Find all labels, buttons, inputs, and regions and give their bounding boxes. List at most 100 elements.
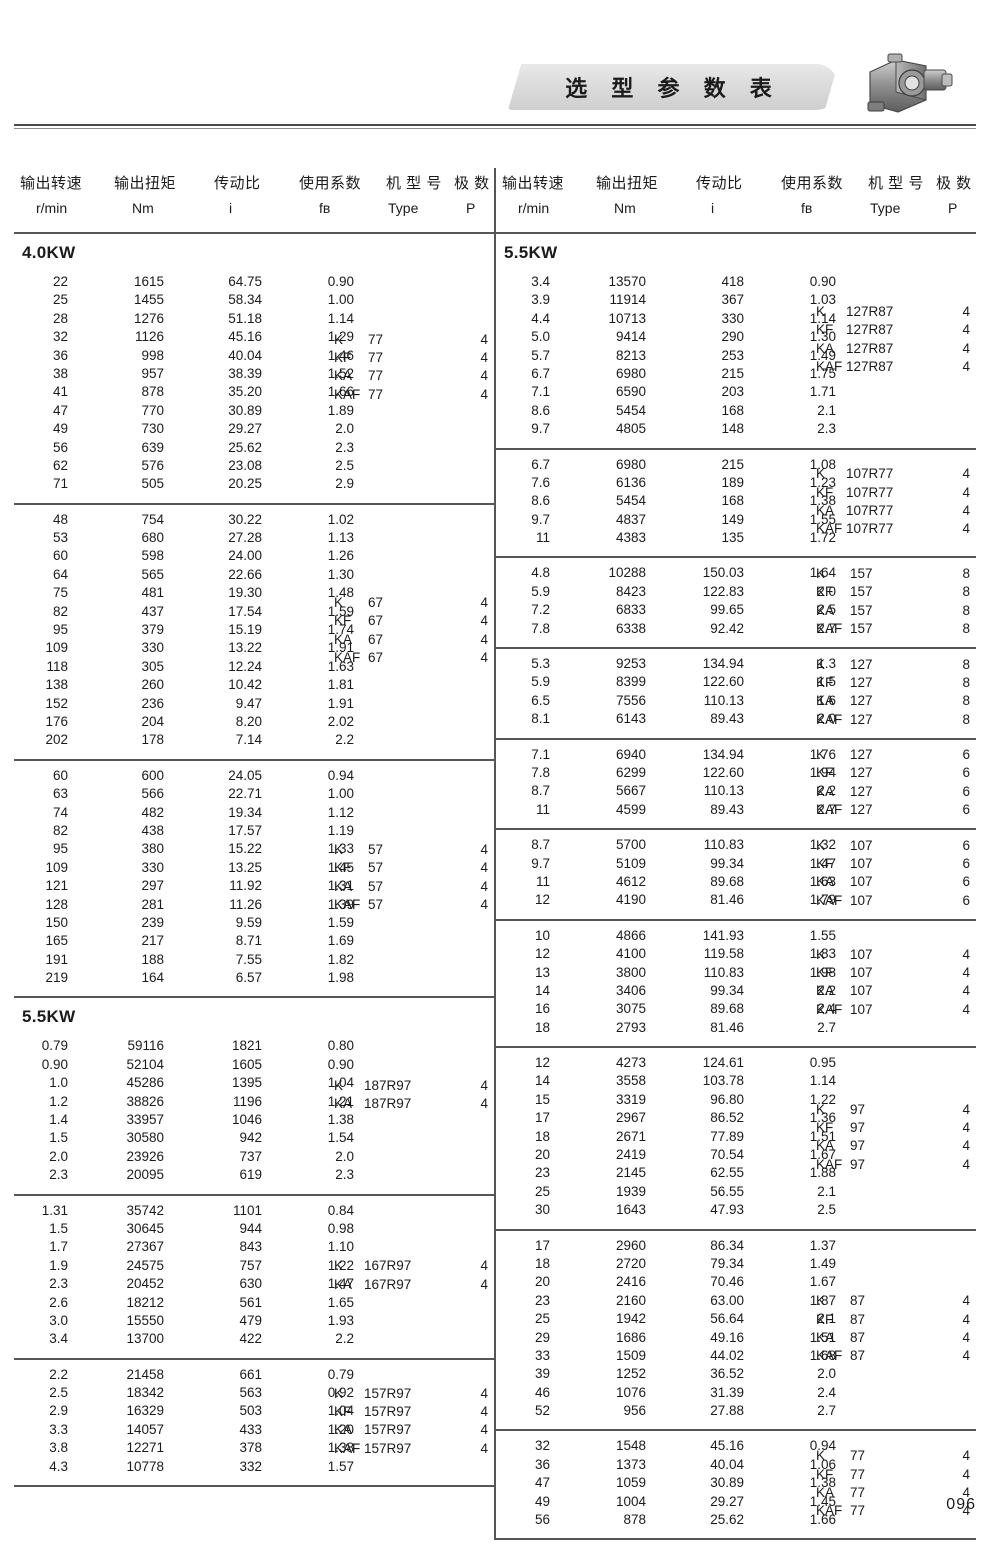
type-row: K 127R87 4 — [816, 304, 976, 322]
cell-rpm: 18 — [534, 1255, 550, 1271]
cell-fb: 1.83 — [809, 946, 836, 962]
type-prefix: K — [334, 331, 344, 347]
cell-nm: 3319 — [615, 1091, 646, 1107]
cell-rpm: 33 — [534, 1347, 550, 1363]
cell-i: 96.80 — [710, 1091, 744, 1107]
cell-fb: 1.48 — [327, 585, 354, 601]
pole-count: 6 — [962, 837, 970, 853]
table-row: 1.5 30645 944 0.98 — [14, 1221, 494, 1239]
table-row: 39 1252 36.52 2.0 — [496, 1366, 976, 1384]
cell-rpm: 7.6 — [531, 474, 550, 490]
type-row: KAF 127 8 — [816, 712, 976, 730]
cell-fb: 1.52 — [327, 365, 354, 381]
cell-fb: 1.57 — [327, 1458, 354, 1474]
cell-nm: 1373 — [615, 1456, 646, 1472]
header-en-0: r/min — [36, 200, 68, 216]
cell-rpm: 25 — [534, 1183, 550, 1199]
cell-nm: 998 — [141, 347, 164, 363]
table-row: 1.31 35742 1101 0.84 — [14, 1203, 494, 1221]
cell-i: 22.71 — [228, 786, 262, 802]
cell-rpm: 11 — [535, 801, 550, 817]
table-row: 3.0 15550 479 1.93 — [14, 1313, 494, 1331]
cell-fb: 0.95 — [809, 1055, 836, 1071]
cell-i: 81.46 — [710, 1019, 744, 1035]
cell-rpm: 39 — [534, 1366, 550, 1382]
type-row: K 107 4 — [816, 947, 976, 965]
type-row: K 107 6 — [816, 838, 976, 856]
table-row: 17 2967 86.52 1.36 — [496, 1110, 976, 1128]
cell-fb: 1.51 — [809, 1128, 836, 1144]
type-prefix: KA — [816, 874, 835, 890]
cell-i: 64.75 — [228, 274, 262, 289]
cell-i: 45.16 — [710, 1438, 744, 1454]
cell-rpm: 7.1 — [531, 746, 550, 762]
cell-nm: 4273 — [615, 1055, 646, 1071]
table-row: 4.8 10288 150.03 1.64 — [496, 565, 976, 583]
type-designation-group: K 127R87 4 KF 127R87 4 KA 127R87 4 KAF 127R87 4 — [816, 234, 976, 448]
cell-rpm: 1.5 — [49, 1220, 68, 1236]
table-row: 63 566 22.71 1.00 — [14, 786, 494, 804]
pole-count: 4 — [480, 650, 488, 666]
cell-rpm: 14 — [534, 1073, 550, 1089]
cell-i: 503 — [239, 1403, 262, 1419]
cell-nm: 8213 — [615, 347, 646, 363]
cell-fb: 1.63 — [327, 658, 354, 674]
cell-i: 25.62 — [710, 1512, 744, 1528]
type-designation-group: K 187R97 4 KA 187R97 4 — [334, 998, 494, 1193]
type-designation-group: K 67 4 KF 67 4 KA 67 4 KAF 67 4 — [334, 505, 494, 759]
page-banner: 选 型 参 数 表 — [0, 0, 990, 129]
cell-i: 942 — [239, 1130, 262, 1146]
type-row: K 127 6 — [816, 747, 976, 765]
cell-rpm: 12 — [534, 892, 550, 908]
spec-block: 32 1548 45.16 0.94 36 1373 40.04 1.06 47 1059 30.8… — [496, 1429, 976, 1538]
type-size: 127R87 — [846, 340, 894, 356]
cell-rpm: 23 — [534, 1292, 550, 1308]
spec-block: 7.1 6940 134.94 1.76 7.8 6299 122.60 1.94 8.7 566… — [496, 737, 976, 829]
pole-count: 4 — [480, 613, 488, 629]
type-size: 127R87 — [846, 359, 894, 375]
table-row: 14 3558 103.78 1.14 — [496, 1073, 976, 1091]
cell-rpm: 2.2 — [49, 1366, 68, 1382]
table-row: 1.0 45286 1395 1.04 — [14, 1075, 494, 1093]
type-size: 107 — [850, 1001, 873, 1017]
pole-count: 4 — [962, 1330, 970, 1346]
cell-i: 189 — [721, 474, 744, 490]
pole-count: 6 — [962, 874, 970, 890]
pole-count: 4 — [962, 521, 970, 537]
cell-rpm: 13 — [534, 964, 550, 980]
cell-rpm: 47 — [534, 1475, 550, 1491]
type-row: K 67 4 — [334, 595, 494, 613]
type-row: KAF 107 4 — [816, 1002, 976, 1020]
table-row: 6.5 7556 110.13 1.6 — [496, 693, 976, 711]
type-size: 97 — [850, 1119, 866, 1135]
cell-fb: 1.04 — [327, 1075, 354, 1091]
type-prefix: K — [334, 1258, 344, 1274]
cell-rpm: 202 — [45, 732, 68, 748]
cell-fb: 1.38 — [809, 1475, 836, 1491]
type-row: KF 157R97 4 — [334, 1404, 494, 1422]
cell-nm: 3558 — [615, 1073, 646, 1089]
pole-count: 4 — [480, 386, 488, 402]
spec-rows: 5.3 9253 134.94 1.3 5.9 8399 122.60 1.5 6.5 7556 1… — [496, 649, 976, 738]
cell-i: 6.57 — [235, 970, 262, 986]
spec-rows: 2.2 21458 661 0.79 2.5 18342 563 0.92 2.9 16329 50… — [14, 1360, 494, 1485]
header-cn-4: 机 型 号 — [868, 175, 924, 192]
footer-rule — [14, 1485, 494, 1488]
type-size: 127R87 — [846, 303, 894, 319]
column-headers: 输出转速 输出扭矩 传动比 使用系数 机 型 号极 数 r/min Nm i fв Type P — [496, 168, 976, 232]
cell-rpm: 95 — [52, 622, 68, 638]
cell-i: 25.62 — [228, 439, 262, 455]
spec-block: 1.31 35742 1101 0.84 1.5 30645 944 0.98 1.7 27367… — [14, 1193, 494, 1358]
title-ribbon-shape — [508, 64, 838, 110]
table-row: 7.2 6833 99.65 2.5 — [496, 602, 976, 620]
cell-fb: 2.5 — [335, 457, 354, 473]
cell-fb: 2.0 — [335, 1148, 354, 1164]
cell-nm: 45286 — [126, 1075, 164, 1091]
cell-fb: 1.14 — [809, 310, 836, 326]
cell-fb: 1.98 — [327, 970, 354, 986]
cell-rpm: 60 — [52, 767, 68, 783]
cell-rpm: 36 — [534, 1456, 550, 1472]
table-row: 2.6 18212 561 1.65 — [14, 1295, 494, 1313]
cell-rpm: 17 — [534, 1237, 550, 1253]
pole-count: 4 — [480, 860, 488, 876]
